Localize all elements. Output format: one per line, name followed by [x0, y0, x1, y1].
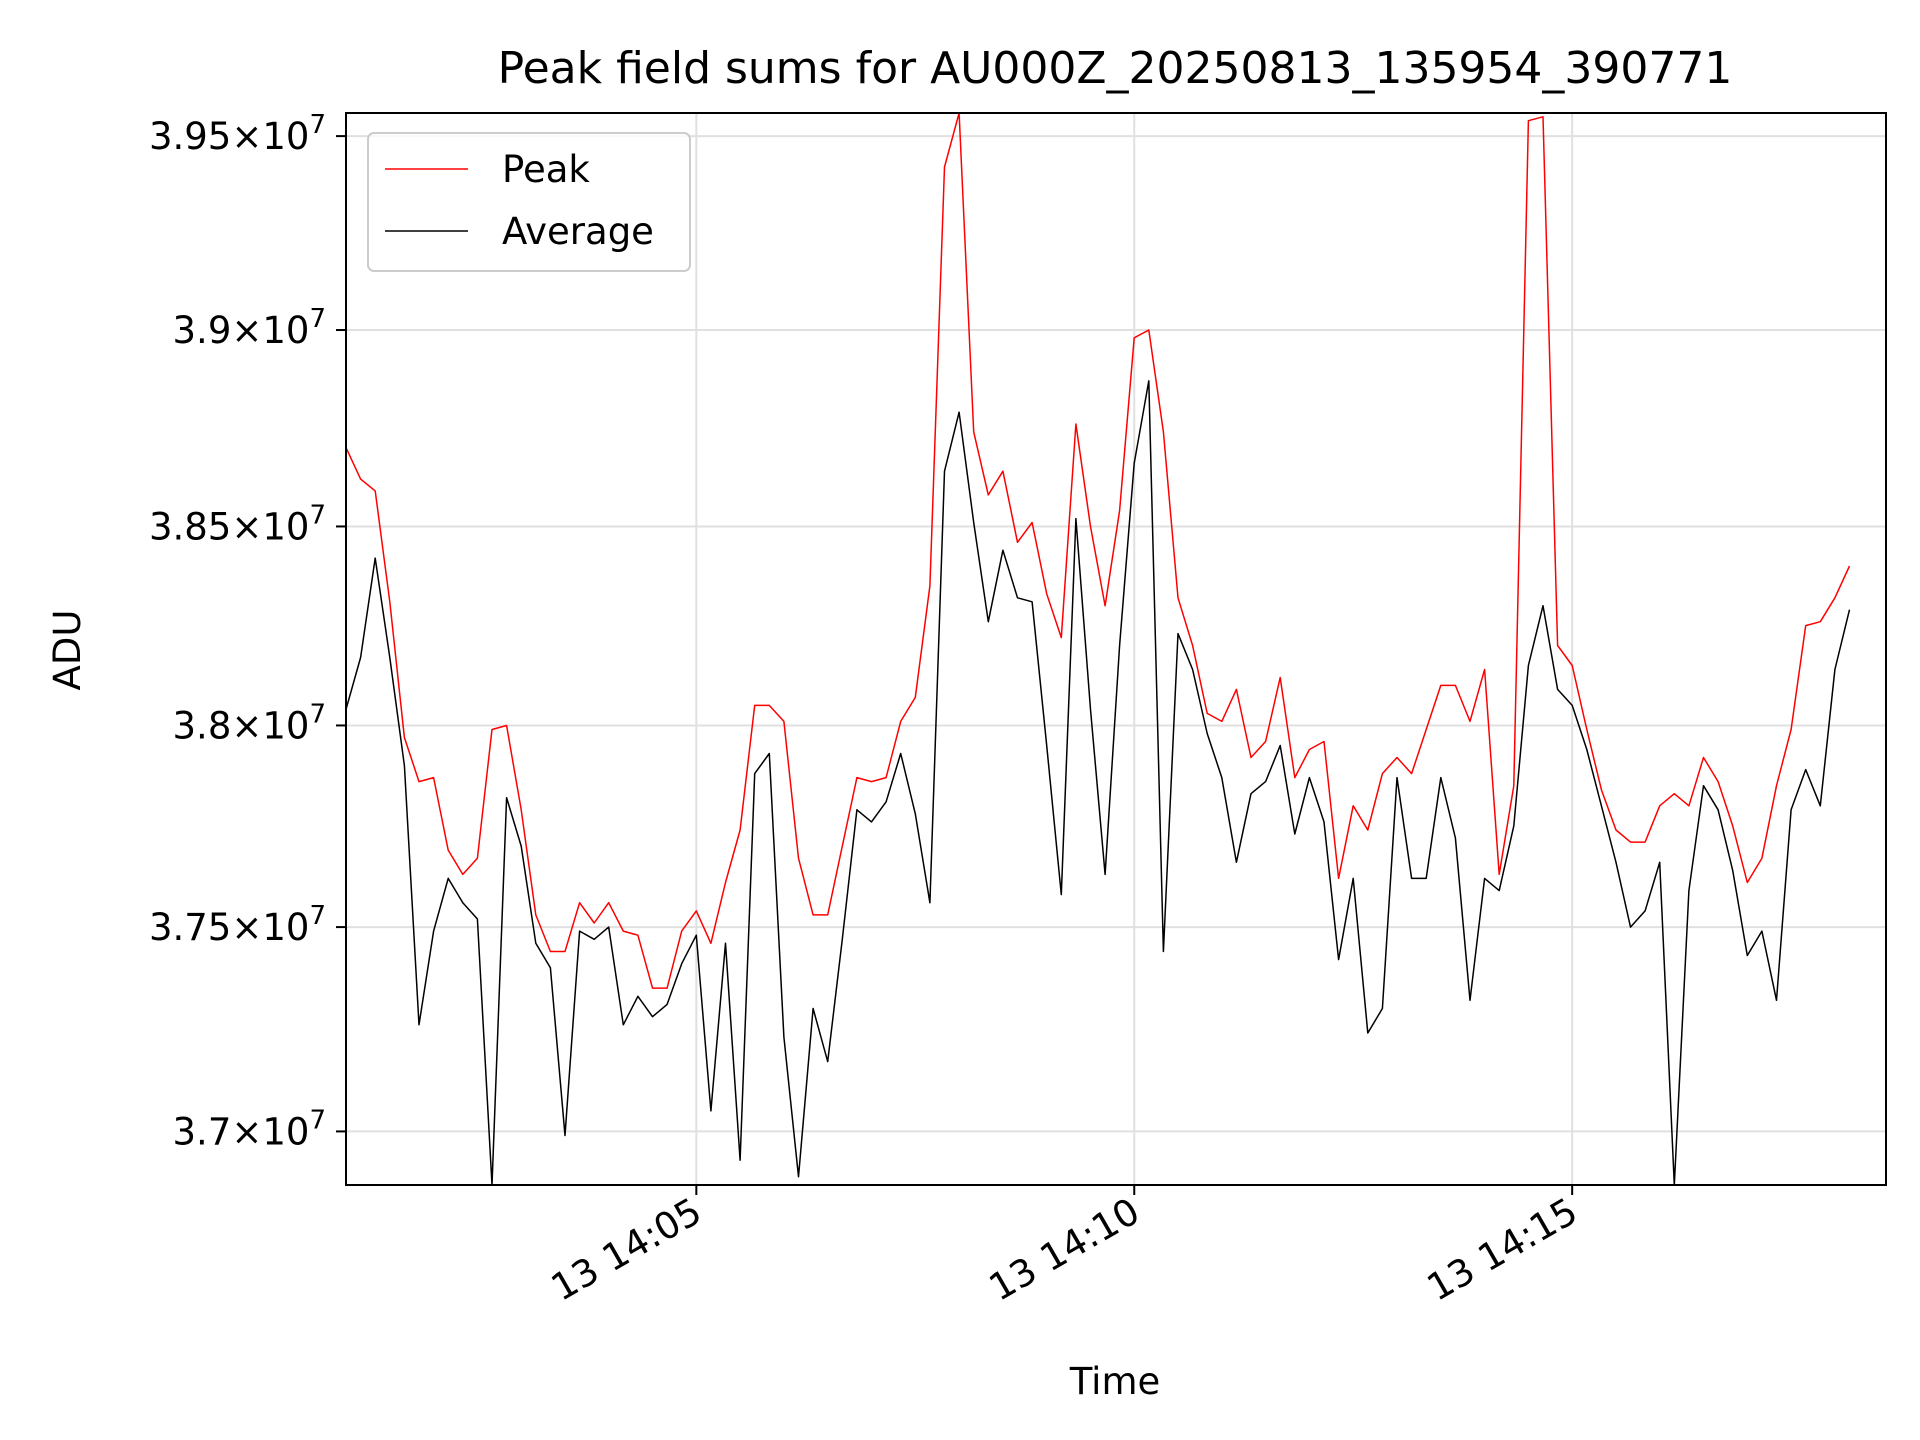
legend-box	[367, 132, 691, 272]
y-tick-label: 3.95×107	[149, 110, 326, 158]
y-tick-label: 3.85×107	[149, 500, 326, 548]
plot-frame	[345, 112, 1887, 1186]
chart-title: Peak field sums for AU000Z_20250813_1359…	[498, 43, 1733, 94]
grid-lines	[346, 113, 1886, 1185]
legend-label-average: Average	[502, 210, 654, 253]
series-line-peak	[346, 113, 1851, 989]
y-tick-label: 3.8×107	[173, 699, 326, 747]
y-axis-label: ADU	[46, 610, 89, 691]
y-axis-ticks: 3.7×107 3.75×107 3.8×107 3.85×107 3.9×107 3.9…	[149, 110, 346, 1153]
y-tick-label: 3.9×107	[173, 304, 326, 352]
y-tick-label: 3.7×107	[173, 1105, 326, 1153]
legend-label-peak: Peak	[502, 148, 590, 191]
x-axis-label: Time	[1069, 1360, 1161, 1403]
y-tick-label: 3.75×107	[149, 901, 326, 949]
legend: Peak Average	[367, 132, 691, 272]
series-line-average	[346, 380, 1851, 1185]
series-layer	[346, 113, 1851, 1185]
